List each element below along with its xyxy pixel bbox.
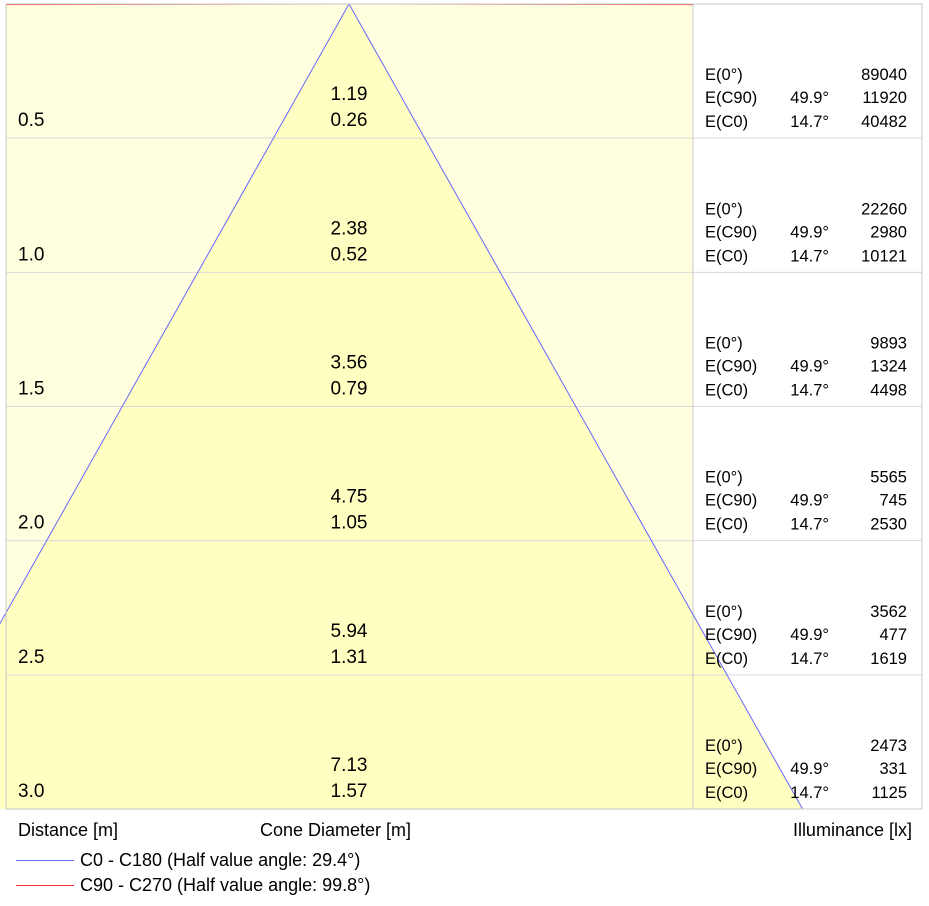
ec0-angle: 14.7° (790, 382, 829, 400)
distance-label: 2.0 (18, 513, 44, 534)
ec90-angle: 49.9° (790, 492, 829, 510)
distance-label: 1.5 (18, 379, 44, 400)
ec90-label: E(C90) (705, 760, 757, 778)
legend-swatch-c90-c270 (16, 884, 74, 886)
c0-diameter-label: 0.79 (331, 379, 368, 400)
ec0-angle: 14.7° (790, 247, 829, 265)
ec0-label: E(C0) (705, 650, 748, 668)
grid-lines (6, 4, 922, 809)
c90-diameter-label: 7.13 (331, 755, 368, 776)
distance-label: 3.0 (18, 781, 44, 802)
e0-label: E(0°) (705, 737, 743, 755)
legend-label-c0-c180: C0 - C180 (Half value angle: 29.4°) (80, 849, 361, 870)
ec0-value: 4498 (870, 382, 907, 400)
c0-diameter-label: 1.05 (331, 513, 368, 534)
ec90-angle: 49.9° (790, 626, 829, 644)
c0-diameter-label: 0.52 (331, 244, 368, 265)
ec90-angle: 49.9° (790, 223, 829, 241)
legend-item-c90-c270: C90 - C270 (Half value angle: 99.8°) (16, 874, 370, 896)
e0-value: 22260 (861, 200, 907, 218)
c90-diameter-label: 3.56 (331, 353, 368, 374)
e0-value: 5565 (870, 469, 907, 487)
ec90-angle: 49.9° (790, 760, 829, 778)
ec90-value: 331 (879, 760, 907, 778)
ec0-value: 1619 (870, 650, 907, 668)
ec0-value: 2530 (870, 516, 907, 534)
e0-label: E(0°) (705, 603, 743, 621)
c90-diameter-label: 2.38 (331, 218, 368, 239)
ec90-label: E(C90) (705, 223, 757, 241)
ec90-angle: 49.9° (790, 358, 829, 376)
e0-label: E(0°) (705, 335, 743, 353)
e0-value: 89040 (861, 66, 907, 84)
distance-label: 0.5 (18, 110, 44, 131)
ec0-value: 1125 (872, 784, 907, 802)
plot-frame (5, 3, 923, 810)
distance-axis-label: Distance [m] (18, 820, 119, 840)
e0-value: 9893 (870, 335, 907, 353)
ec0-label: E(C0) (705, 113, 748, 131)
ec0-value: 10121 (861, 247, 907, 265)
c0-diameter-label: 1.31 (331, 647, 368, 668)
ec90-label: E(C90) (705, 492, 757, 510)
c0-diameter-label: 1.57 (331, 781, 368, 802)
ec0-angle: 14.7° (790, 650, 829, 668)
ec90-value: 11920 (862, 89, 907, 107)
ec0-label: E(C0) (705, 247, 748, 265)
ec90-label: E(C90) (705, 626, 757, 644)
ec90-value: 2980 (870, 223, 907, 241)
ec90-value: 745 (879, 492, 907, 510)
ec0-label: E(C0) (705, 382, 748, 400)
e0-value: 2473 (870, 737, 907, 755)
c90-diameter-label: 1.19 (331, 84, 368, 105)
ec0-label: E(C0) (705, 784, 748, 802)
ec0-value: 40482 (861, 113, 907, 131)
ec90-value: 1324 (870, 358, 907, 376)
diameter-axis-label: Cone Diameter [m] (260, 820, 412, 840)
ec0-angle: 14.7° (790, 784, 829, 802)
ec90-angle: 49.9° (790, 89, 829, 107)
c0-left-edge (0, 3, 350, 625)
row-labels: 0.5 1.19 0.26 E(0°) 89040 E(C90) 49.9° 11920 E(C… (18, 66, 907, 802)
distance-label: 1.0 (18, 244, 44, 265)
ec0-label: E(C0) (705, 516, 748, 534)
c0-diameter-label: 0.26 (331, 110, 368, 131)
legend-item-c0-c180: C0 - C180 (Half value angle: 29.4°) (16, 849, 360, 871)
e0-label: E(0°) (705, 66, 743, 84)
c90-diameter-label: 4.75 (331, 487, 368, 508)
ec90-value: 477 (879, 626, 907, 644)
e0-label: E(0°) (705, 469, 743, 487)
plot-border (5, 3, 923, 810)
e0-value: 3562 (870, 603, 907, 621)
legend-swatch-c0-c180 (16, 859, 74, 861)
legend-label-c90-c270: C90 - C270 (Half value angle: 99.8°) (80, 874, 371, 895)
distance-label: 2.5 (18, 647, 44, 668)
ec90-label: E(C90) (705, 358, 757, 376)
ec0-angle: 14.7° (790, 516, 829, 534)
c90-diameter-label: 5.94 (331, 621, 368, 642)
illuminance-axis-label: Illuminance [lx] (792, 820, 912, 840)
e0-label: E(0°) (705, 200, 743, 218)
ec90-label: E(C90) (705, 89, 757, 107)
c0-right-edge (348, 3, 804, 810)
ec0-angle: 14.7° (790, 113, 829, 131)
